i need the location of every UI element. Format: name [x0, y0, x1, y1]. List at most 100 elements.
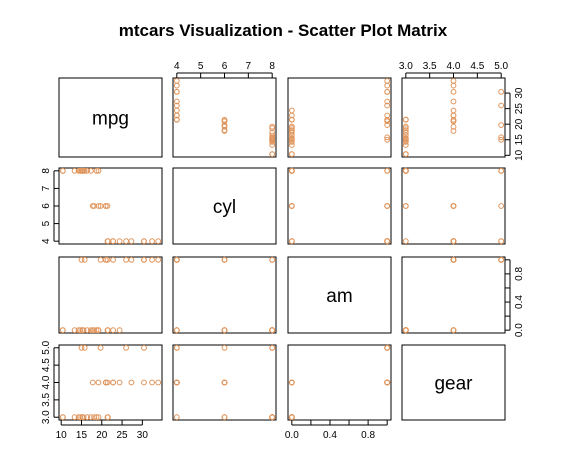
data-point: [155, 238, 162, 245]
tick-label: 7: [246, 61, 252, 72]
data-point: [402, 203, 409, 209]
data-point: [288, 142, 295, 148]
tick-label: 25: [117, 430, 129, 441]
data-point: [116, 327, 123, 334]
tick-label: 30: [514, 87, 525, 99]
data-point: [221, 128, 228, 134]
tick-label: 3.0: [41, 410, 52, 424]
data-point: [384, 238, 391, 245]
data-point: [498, 203, 505, 209]
data-point: [104, 256, 111, 263]
data-point: [450, 128, 457, 134]
data-point: [402, 167, 409, 174]
panel-am-gear: [401, 256, 506, 334]
data-point: [498, 167, 505, 174]
data-point: [81, 344, 88, 351]
tick-label: 5: [198, 61, 204, 72]
tick-label: 6: [222, 61, 228, 72]
tick-label: 0.4: [323, 430, 337, 441]
data-point: [498, 136, 505, 143]
data-point: [141, 256, 147, 263]
data-point: [450, 116, 457, 123]
data-point: [402, 151, 409, 158]
tick-label: 7: [41, 185, 52, 191]
data-point: [141, 379, 147, 386]
data-point: [221, 379, 228, 386]
panel-gear-am: [287, 344, 392, 421]
data-point: [89, 203, 96, 209]
data-point: [450, 107, 457, 114]
data-point: [102, 379, 109, 386]
data-point: [269, 327, 276, 334]
tick-label: 0.4: [514, 295, 525, 309]
data-point: [384, 203, 391, 209]
data-point: [71, 167, 78, 174]
data-point: [221, 256, 228, 263]
data-point: [173, 78, 180, 84]
data-point: [173, 256, 180, 263]
data-point: [104, 379, 111, 386]
tick-label: 4.0: [41, 375, 52, 389]
data-point: [95, 327, 102, 334]
data-point: [450, 82, 457, 89]
tick-label: 15: [514, 134, 525, 146]
tick-label: 4: [41, 238, 52, 244]
data-point: [128, 256, 135, 263]
data-point: [498, 134, 505, 141]
data-point: [450, 98, 457, 105]
data-point: [59, 327, 66, 334]
data-point: [402, 136, 409, 143]
data-point: [288, 112, 295, 119]
data-point: [110, 327, 116, 334]
tick-label: 4: [174, 61, 180, 72]
data-point: [402, 327, 409, 334]
data-point: [402, 129, 409, 136]
data-point: [110, 256, 116, 263]
data-point: [105, 414, 111, 421]
data-point: [173, 344, 180, 351]
panel-cyl-gear: [401, 167, 506, 245]
data-point: [95, 379, 102, 386]
tick-label: 25: [514, 103, 525, 115]
data-point: [173, 414, 180, 421]
data-point: [384, 102, 391, 109]
data-point: [288, 379, 295, 386]
tick-label: 3.5: [423, 61, 437, 72]
data-point: [141, 344, 147, 351]
data-point: [97, 203, 104, 209]
data-point: [384, 379, 391, 386]
data-point: [384, 78, 391, 84]
chart-title: mtcars Visualization - Scatter Plot Matr…: [119, 21, 448, 40]
tick-label: 0.8: [361, 430, 375, 441]
data-point: [384, 82, 391, 89]
data-point: [498, 88, 505, 95]
data-point: [450, 327, 457, 334]
tick-label: 10: [56, 430, 68, 441]
tick-label: 15: [76, 430, 88, 441]
data-point: [402, 123, 409, 130]
data-point: [269, 256, 276, 263]
tick-label: 5: [41, 220, 52, 226]
tick-label: 20: [96, 430, 108, 441]
panel-cyl-mpg: [58, 167, 163, 245]
data-point: [384, 344, 391, 351]
diagonal-label-mpg: mpg: [92, 109, 129, 130]
data-point: [402, 142, 409, 148]
data-point: [173, 327, 180, 334]
data-point: [288, 238, 295, 245]
data-point: [123, 256, 129, 263]
data-point: [110, 379, 116, 386]
data-point: [450, 78, 457, 84]
data-point: [288, 116, 295, 123]
data-point: [78, 256, 85, 263]
data-point: [384, 88, 391, 95]
data-point: [384, 134, 391, 141]
data-point: [221, 344, 228, 351]
data-point: [288, 151, 295, 158]
data-point: [116, 379, 123, 386]
diagonal-label-am: am: [326, 286, 352, 307]
data-point: [384, 116, 391, 123]
panel-mpg-mpg: [58, 77, 163, 158]
tick-label: 0.0: [514, 323, 525, 337]
